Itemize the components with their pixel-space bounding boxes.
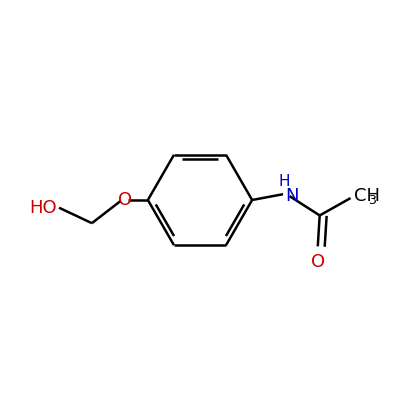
Text: O: O — [118, 191, 132, 209]
Text: CH: CH — [354, 187, 380, 205]
Text: H: H — [278, 174, 290, 189]
Text: 3: 3 — [368, 194, 376, 206]
Text: N: N — [286, 187, 299, 205]
Text: HO: HO — [30, 199, 57, 217]
Text: O: O — [311, 253, 325, 271]
